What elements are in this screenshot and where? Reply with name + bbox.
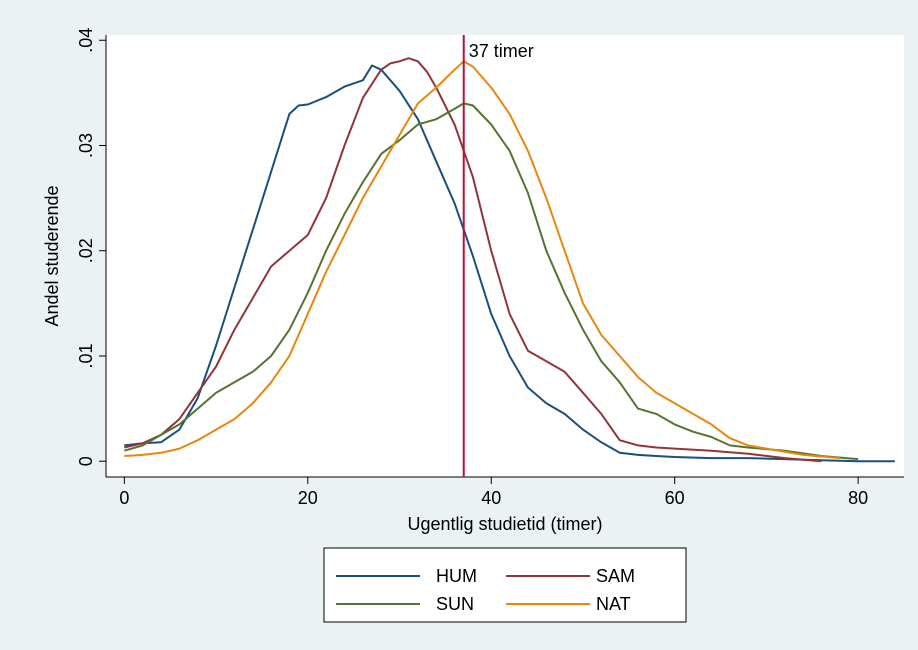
x-tick-label: 80	[848, 488, 868, 508]
plot-area	[106, 35, 904, 477]
y-tick-label: .03	[76, 133, 96, 158]
x-tick-label: 20	[298, 488, 318, 508]
series-line-sam	[124, 57, 822, 463]
legend: HUM SAM SUN NAT	[323, 547, 687, 623]
legend-label-hum: HUM	[436, 566, 477, 586]
y-tick-label: 0	[76, 456, 96, 466]
legend-label-nat: NAT	[596, 594, 631, 614]
x-tick-label: 60	[665, 488, 685, 508]
y-tick-label: .02	[76, 238, 96, 263]
legend-label-sam: SAM	[596, 566, 635, 586]
x-axis-ticks: 0 20 40 60 80	[119, 477, 868, 508]
x-axis-title: Ugentlig studietid (timer)	[407, 514, 602, 534]
y-axis-ticks: 0 .01 .02 .03 .04	[76, 28, 106, 466]
legend-label-sun: SUN	[436, 594, 474, 614]
y-axis-title: Andel studerende	[42, 185, 62, 326]
legend-box	[323, 547, 687, 623]
series-line-hum	[124, 64, 895, 463]
reference-line-label: 37 timer	[469, 41, 534, 61]
y-tick-label: .01	[76, 343, 96, 368]
x-tick-label: 0	[119, 488, 129, 508]
x-tick-label: 40	[481, 488, 501, 508]
y-tick-label: .04	[76, 28, 96, 53]
